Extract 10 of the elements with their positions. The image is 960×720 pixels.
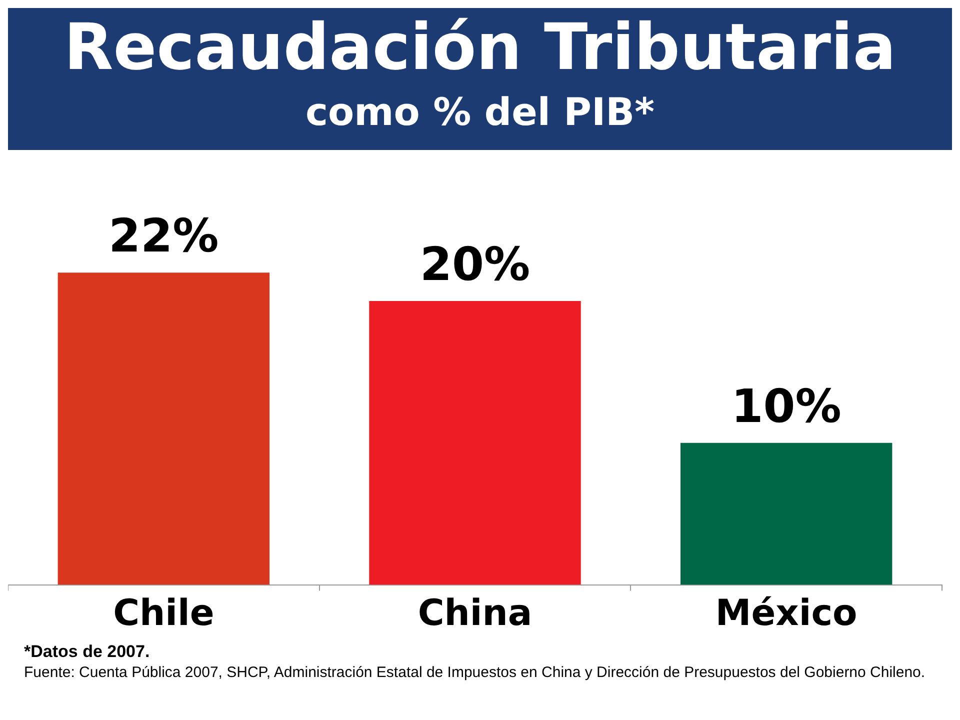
x-tick-label: China: [418, 592, 532, 634]
x-tick-label: México: [715, 592, 858, 634]
data-label: 10%: [731, 378, 842, 433]
x-tick-label: Chile: [113, 592, 214, 634]
source-note: Fuente: Cuenta Pública 2007, SHCP, Administración Estatal de Impuestos en China y Dirección de Presupuestos del Gobierno Chileno.: [24, 664, 926, 681]
data-label: 22%: [108, 208, 219, 263]
chart-subtitle: como % del PIB*: [304, 89, 656, 136]
data-label: 20%: [420, 236, 530, 291]
chart-title: Recaudación Tributaria: [62, 10, 898, 86]
text: *Datos de 2007.: [24, 642, 151, 662]
